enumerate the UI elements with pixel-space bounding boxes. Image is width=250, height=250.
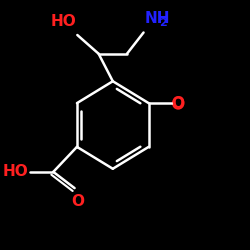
Text: HO: HO — [3, 164, 29, 180]
Text: 2: 2 — [159, 18, 167, 28]
Text: O: O — [172, 96, 185, 110]
Text: O: O — [72, 194, 85, 210]
Text: HO: HO — [50, 14, 76, 29]
Text: NH: NH — [145, 11, 170, 26]
